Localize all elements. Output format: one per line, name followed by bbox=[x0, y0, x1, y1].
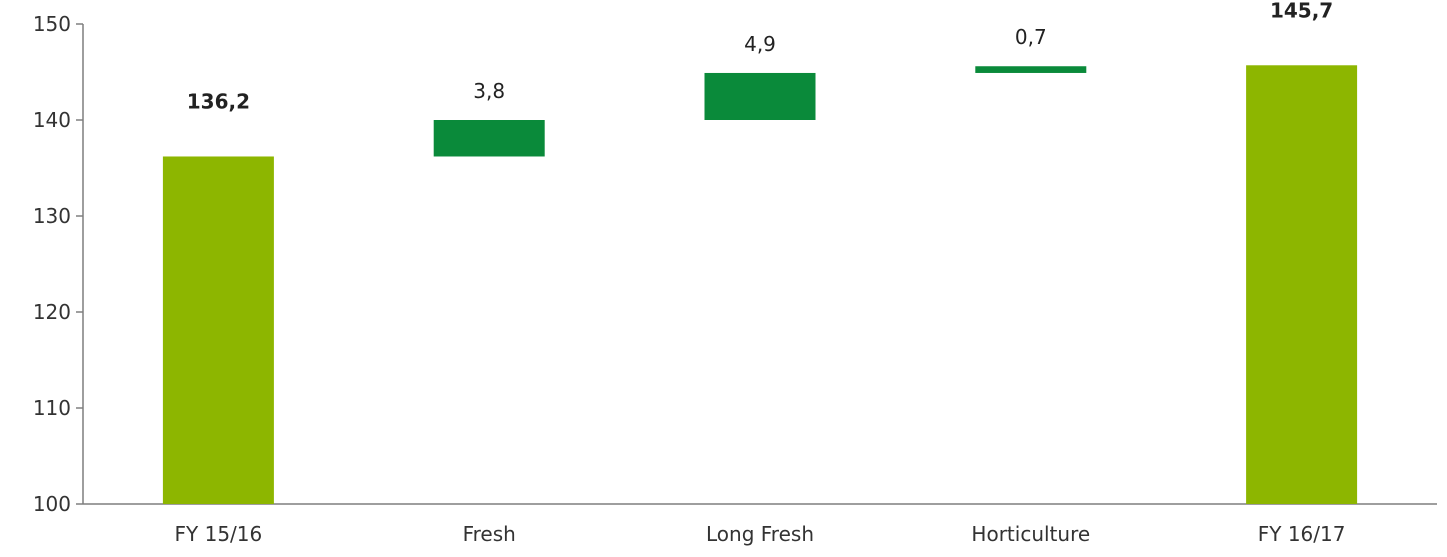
x-axis: FY 15/16 Fresh Long Fresh Horticulture FY 16… bbox=[83, 503, 1437, 546]
y-tick-label: 130 bbox=[33, 204, 71, 228]
data-label: 145,7 bbox=[1270, 0, 1333, 22]
data-label: 0,7 bbox=[1015, 25, 1047, 49]
delta-bar bbox=[975, 66, 1087, 73]
y-tick-label: 150 bbox=[33, 12, 71, 36]
y-tick-label: 100 bbox=[33, 492, 71, 516]
x-category-label: FY 16/17 bbox=[1258, 522, 1346, 546]
total-bar bbox=[162, 156, 274, 505]
x-category-label: FY 15/16 bbox=[175, 522, 263, 546]
y-tick-label: 110 bbox=[33, 396, 71, 420]
y-axis: 100 110 120 130 140 150 bbox=[33, 12, 84, 516]
y-tick-label: 140 bbox=[33, 108, 71, 132]
data-labels-group: 136,2 3,8 4,9 0,7 145,7 bbox=[187, 0, 1333, 113]
bars-group bbox=[162, 65, 1358, 505]
delta-bar bbox=[704, 72, 816, 120]
data-label: 4,9 bbox=[744, 32, 776, 56]
total-bar bbox=[1246, 65, 1358, 504]
delta-bar bbox=[433, 120, 545, 157]
x-category-label: Fresh bbox=[463, 522, 516, 546]
data-label: 136,2 bbox=[187, 89, 250, 113]
x-category-label: Long Fresh bbox=[706, 522, 814, 546]
y-tick-label: 120 bbox=[33, 300, 71, 324]
data-label: 3,8 bbox=[473, 79, 505, 103]
x-category-label: Horticulture bbox=[971, 522, 1090, 546]
